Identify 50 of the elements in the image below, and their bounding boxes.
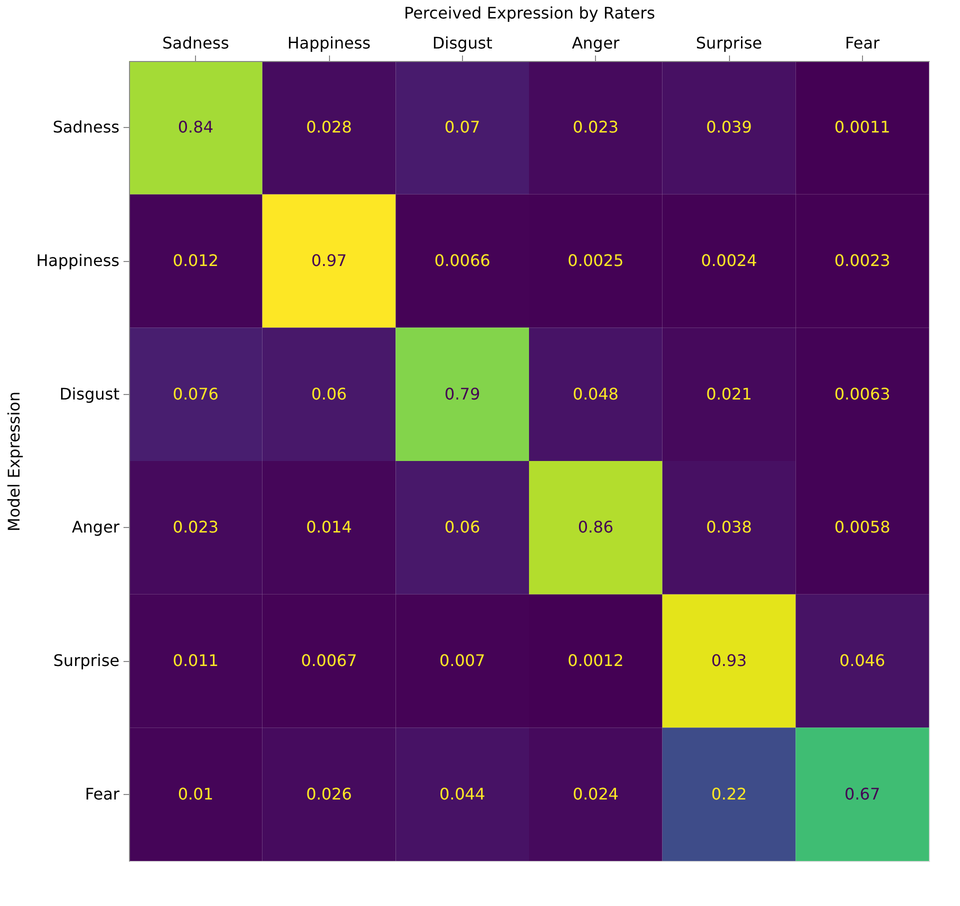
data-label: 0.0012 [568,651,624,670]
data-label: 0.046 [839,651,886,670]
data-label: 0.0025 [568,251,624,270]
data-label: 0.011 [172,651,219,670]
data-label: 0.0063 [834,384,890,404]
x-tick-label: Happiness [287,34,371,52]
data-label: 0.048 [572,384,619,404]
data-label: 0.028 [306,118,352,137]
x-tick-label: Fear [845,34,880,52]
data-label: 0.012 [172,251,219,270]
data-label: 0.0058 [834,518,890,537]
y-tick-label: Fear [84,784,120,804]
y-tick-label: Sadness [52,118,120,137]
x-tick-label: Surprise [696,34,762,52]
data-label: 0.0023 [834,251,890,270]
data-label: 0.024 [572,784,619,804]
data-label: 0.038 [706,518,752,537]
y-tick-label: Anger [72,518,120,537]
data-label: 0.021 [706,384,752,404]
data-label: 0.0024 [701,251,757,270]
data-label: 0.076 [172,384,219,404]
data-label: 0.044 [439,784,486,804]
x-tick-label: Disgust [432,34,492,52]
data-label: 0.0067 [301,651,357,670]
data-label: 0.007 [439,651,486,670]
data-label: 0.86 [578,518,614,537]
data-label: 0.22 [711,784,747,804]
y-tick-label: Disgust [59,384,120,404]
data-label: 0.026 [306,784,352,804]
data-label: 0.0011 [834,118,890,137]
x-axis-title: Perceived Expression by Raters [404,4,656,22]
data-label: 0.06 [311,384,347,404]
data-label: 0.023 [572,118,619,137]
data-label: 0.97 [311,251,347,270]
data-label: 0.039 [706,118,752,137]
data-label: 0.93 [711,651,747,670]
y-tick-label: Surprise [53,651,120,670]
y-axis-title: Model Expression [4,392,24,532]
data-label: 0.06 [444,518,480,537]
data-label: 0.07 [444,118,480,137]
x-tick-label: Anger [572,34,620,52]
x-tick-label: Sadness [162,34,230,52]
data-label: 0.0066 [434,251,490,270]
data-label: 0.67 [844,784,880,804]
data-label: 0.84 [178,118,214,137]
data-label: 0.01 [178,784,214,804]
y-tick-label: Happiness [36,251,120,270]
data-label: 0.79 [444,384,480,404]
data-label: 0.014 [306,518,352,537]
data-label: 0.023 [172,518,219,537]
